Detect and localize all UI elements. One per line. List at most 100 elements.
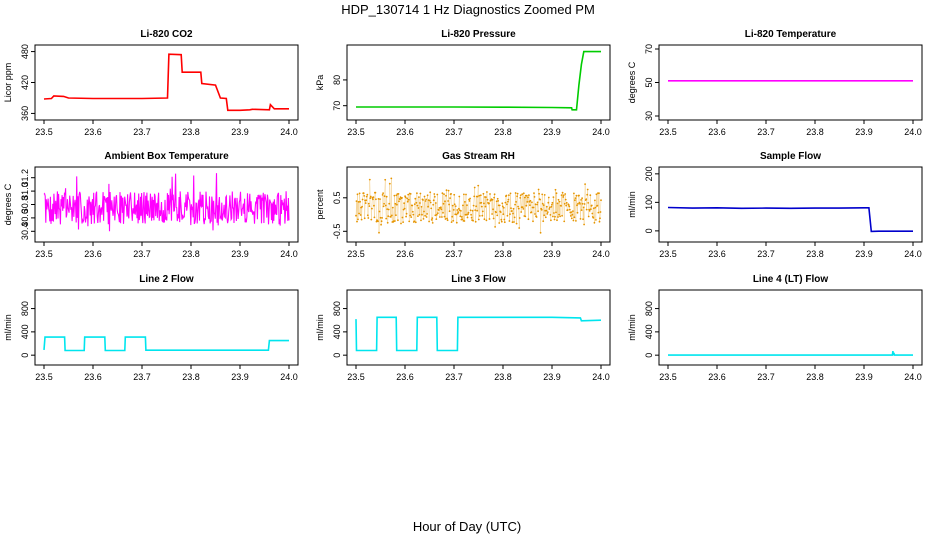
y-tick-label: -0.5 <box>332 224 342 240</box>
y-tick-label: 30.8 <box>20 196 30 214</box>
x-tick-label: 23.5 <box>347 127 365 137</box>
series-line <box>43 173 290 232</box>
figure-xlabel: Hour of Day (UTC) <box>413 519 521 534</box>
x-tick-label: 23.9 <box>231 372 249 382</box>
panel-title: Li-820 Temperature <box>745 29 837 40</box>
x-tick-label: 24.0 <box>280 127 298 137</box>
x-tick-label: 23.8 <box>182 372 200 382</box>
y-tick-label: 30.6 <box>20 209 30 227</box>
x-tick-label: 23.6 <box>396 372 414 382</box>
x-tick-label: 23.7 <box>133 127 151 137</box>
y-axis-label: kPa <box>315 75 325 91</box>
y-tick-label: 800 <box>332 301 342 316</box>
y-tick-label: 70 <box>332 101 342 111</box>
panel-title: Line 3 Flow <box>451 274 506 285</box>
x-tick-label: 23.9 <box>543 127 561 137</box>
x-tick-label: 23.9 <box>855 127 873 137</box>
x-tick-label: 24.0 <box>904 249 922 259</box>
y-tick-label: 0.5 <box>332 192 342 205</box>
x-tick-label: 24.0 <box>280 249 298 259</box>
x-tick-label: 23.7 <box>445 127 463 137</box>
x-tick-label: 23.8 <box>494 249 512 259</box>
panel-title: Li-820 CO2 <box>140 29 193 40</box>
plot-frame <box>658 44 923 121</box>
y-tick-label: 0 <box>644 228 654 233</box>
panel-title: Line 2 Flow <box>139 274 194 285</box>
panel-title: Li-820 Pressure <box>441 29 516 40</box>
y-axis-label: ml/min <box>315 314 325 341</box>
x-tick-label: 23.6 <box>84 372 102 382</box>
y-tick-label: 80 <box>332 75 342 85</box>
plot-frame <box>658 166 923 243</box>
y-tick-label: 30.4 <box>20 223 30 241</box>
x-tick-label: 23.8 <box>806 127 824 137</box>
x-tick-label: 23.9 <box>543 372 561 382</box>
x-tick-label: 23.9 <box>231 127 249 137</box>
y-axis-label: degrees C <box>3 183 13 225</box>
y-tick-label: 50 <box>644 77 654 87</box>
y-tick-label: 200 <box>644 166 654 181</box>
x-tick-label: 23.9 <box>543 249 561 259</box>
series-line <box>667 206 913 233</box>
x-tick-label: 23.9 <box>855 249 873 259</box>
panel-title: Line 4 (LT) Flow <box>753 274 829 285</box>
x-tick-label: 23.6 <box>708 249 726 259</box>
plot-frame <box>346 166 611 243</box>
y-tick-label: 400 <box>332 324 342 339</box>
plot-frame <box>34 289 299 366</box>
panel-title: Sample Flow <box>760 151 821 162</box>
y-axis-label: ml/min <box>3 314 13 341</box>
series-line <box>43 336 289 352</box>
y-tick-label: 360 <box>20 106 30 121</box>
x-tick-label: 23.6 <box>84 249 102 259</box>
x-tick-label: 23.8 <box>182 249 200 259</box>
x-tick-label: 23.5 <box>659 127 677 137</box>
y-axis-label: degrees C <box>627 61 637 103</box>
figure-title: HDP_130714 1 Hz Diagnostics Zoomed PM <box>341 2 595 17</box>
x-tick-label: 23.8 <box>806 372 824 382</box>
x-tick-label: 23.7 <box>445 372 463 382</box>
x-tick-label: 23.9 <box>231 249 249 259</box>
x-tick-label: 23.8 <box>806 249 824 259</box>
x-tick-label: 23.5 <box>35 127 53 137</box>
panel-8: Line 3 Flow 23.5 23.6 23.7 23.8 23.9 24.0 0 400 8… <box>315 274 611 382</box>
data-point <box>355 214 357 217</box>
plot-frame <box>346 289 611 366</box>
y-axis-label: ml/min <box>627 314 637 341</box>
x-tick-label: 23.6 <box>84 127 102 137</box>
y-tick-label: 0 <box>332 353 342 358</box>
x-tick-label: 23.8 <box>494 372 512 382</box>
y-tick-label: 480 <box>20 44 30 59</box>
x-tick-label: 23.7 <box>133 249 151 259</box>
panels-group: Li-820 CO2 23.5 23.6 23.7 23.8 23.9 24.0 360 420… <box>3 29 923 382</box>
x-tick-label: 23.5 <box>659 372 677 382</box>
y-tick-label: 0 <box>20 353 30 358</box>
x-tick-label: 23.6 <box>396 127 414 137</box>
plot-frame <box>658 289 923 366</box>
y-tick-label: 800 <box>20 301 30 316</box>
series-trace <box>355 178 602 233</box>
x-tick-label: 23.7 <box>757 249 775 259</box>
x-tick-label: 23.7 <box>445 249 463 259</box>
x-tick-label: 23.6 <box>708 372 726 382</box>
plot-frame <box>346 44 611 121</box>
y-tick-label: 800 <box>644 301 654 316</box>
series-line <box>355 316 602 352</box>
x-tick-label: 23.6 <box>396 249 414 259</box>
x-tick-label: 23.7 <box>133 372 151 382</box>
panel-title: Gas Stream RH <box>442 151 515 162</box>
x-tick-label: 24.0 <box>280 372 298 382</box>
x-tick-label: 23.5 <box>35 372 53 382</box>
x-tick-label: 23.7 <box>757 127 775 137</box>
y-axis-label: Licor ppm <box>3 63 13 103</box>
panel-5: Gas Stream RH 23.5 23.6 23.7 23.8 23.9 24.0 -0.… <box>315 151 611 259</box>
x-tick-label: 23.7 <box>757 372 775 382</box>
x-tick-label: 23.9 <box>855 372 873 382</box>
y-axis-label: percent <box>315 189 325 220</box>
x-tick-label: 24.0 <box>904 372 922 382</box>
x-tick-label: 23.5 <box>659 249 677 259</box>
series-line <box>43 53 289 112</box>
x-tick-label: 24.0 <box>592 249 610 259</box>
panel-2: Li-820 Pressure 23.5 23.6 23.7 23.8 23.9 24.0 7… <box>315 29 611 137</box>
